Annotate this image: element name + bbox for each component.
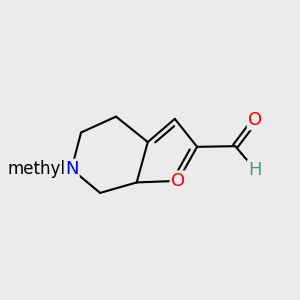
Text: methyl: methyl	[8, 160, 65, 178]
Text: O: O	[248, 111, 262, 129]
Text: H: H	[248, 161, 262, 179]
Text: N: N	[65, 160, 78, 178]
Text: methyl: methyl	[34, 168, 39, 170]
Text: O: O	[171, 172, 185, 190]
